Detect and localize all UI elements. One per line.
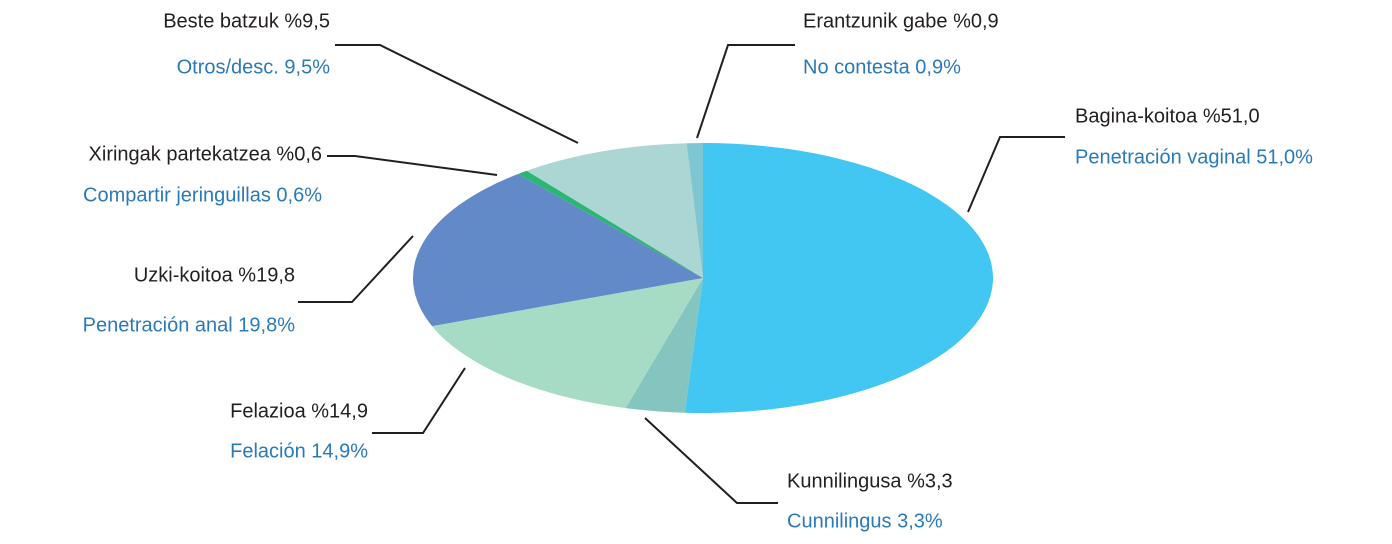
slice-label: Felazioa %14,9 [230,400,368,422]
pie-slice [686,143,703,278]
slice-label: Uzki-koitoa %19,8 [134,264,295,286]
leader-line [696,44,795,139]
slice-label: Xiringak partekatzea %0,6 [89,143,322,165]
slice-label: Erantzunik gabe %0,9 [803,10,999,32]
slice-label: Beste batzuk %9,5 [163,10,330,32]
pie-slice [518,170,703,278]
slice-label-es: No contesta 0,9% [803,56,961,78]
leader-line [644,417,778,504]
pie-slice [684,143,994,413]
leader-line [298,235,414,303]
leader-line [967,136,1065,213]
pie-slice [526,143,703,278]
slice-label-es: Compartir jeringuillas 0,6% [83,184,322,206]
slice-label-es: Penetración anal 19,8% [83,314,296,336]
slice-label: Kunnilingusa %3,3 [787,470,953,492]
leader-line [327,155,498,176]
slice-label-es: Cunnilingus 3,3% [787,510,943,532]
slice-label-es: Otros/desc. 9,5% [177,56,331,78]
slice-label-es: Penetración vaginal 51,0% [1075,146,1313,168]
pie-slice [625,278,703,413]
pie-slice [432,278,703,409]
leader-line [372,367,466,434]
slice-label: Bagina-koitoa %51,0 [1075,105,1260,127]
slice-label-es: Felación 14,9% [230,440,368,462]
leader-line [335,44,579,144]
pie-slice [413,173,703,327]
